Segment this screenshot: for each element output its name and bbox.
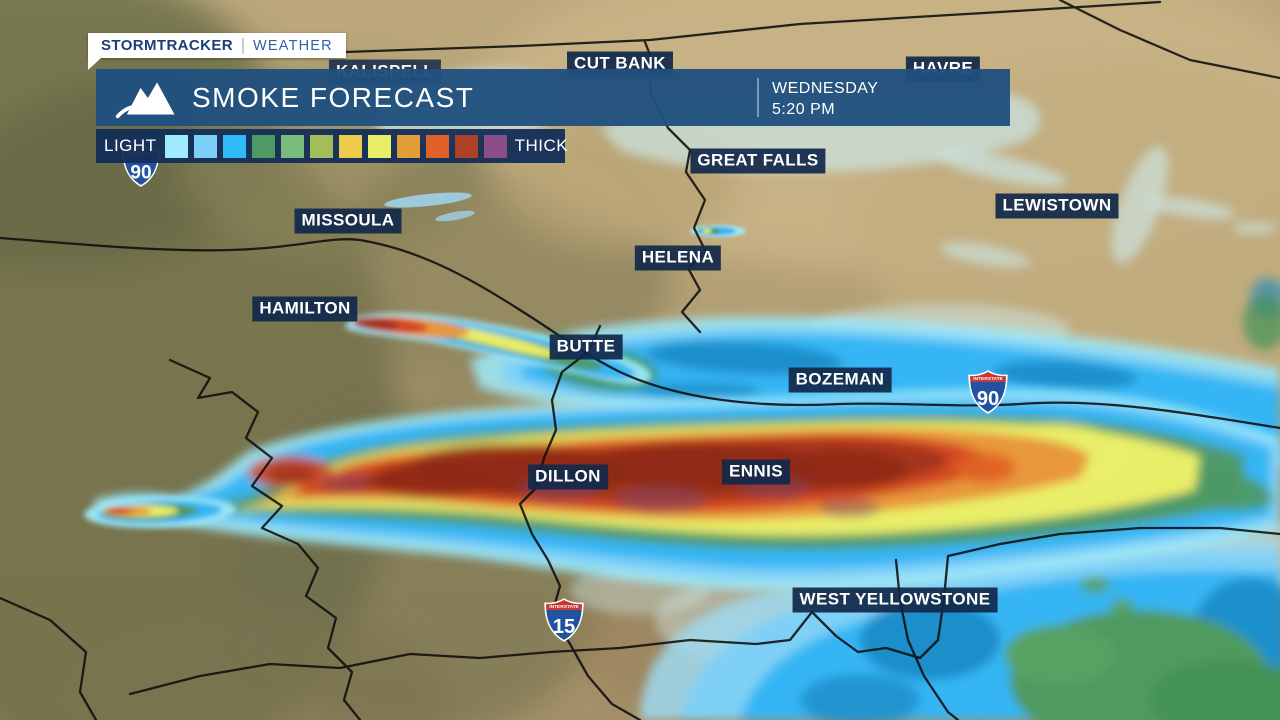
legend-swatch	[251, 134, 275, 158]
shield-number: 90	[130, 163, 151, 184]
legend-swatches	[164, 134, 507, 158]
city-label-bozeman: BOZEMAN	[788, 367, 892, 393]
smoke-hamilton-plume	[345, 312, 652, 385]
legend-light-label: LIGHT	[104, 136, 157, 155]
shield-label: INTERSTATE	[973, 376, 1003, 382]
lakes	[384, 192, 475, 222]
mountain-logo-icon	[114, 76, 180, 120]
highway-shield-i90-bozeman: INTERSTATE 90	[967, 368, 1009, 416]
page-title: SMOKE FORECAST	[192, 81, 475, 113]
legend-swatch	[338, 134, 362, 158]
smoke-yellowstone-region	[640, 278, 1280, 720]
smoke-legend: LIGHT THICK	[96, 129, 568, 163]
shield-label: INTERSTATE	[549, 604, 579, 610]
smoke-west-streak	[84, 495, 236, 529]
legend-swatch	[309, 134, 333, 158]
legend-swatch	[193, 134, 217, 158]
city-label-hamilton: HAMILTON	[252, 296, 358, 322]
forecast-time: 5:20 PM	[772, 101, 836, 118]
legend-swatch	[425, 134, 449, 158]
brand-divider	[242, 37, 245, 54]
city-label-lewistown: LEWISTOWN	[995, 193, 1119, 219]
highway-shield-i15: INTERSTATE 15	[543, 596, 585, 644]
brand-primary-label: STORMTRACKER	[101, 37, 234, 54]
smoke-main-plume	[95, 388, 1280, 591]
legend-swatch	[222, 134, 246, 158]
legend-thick-label: THICK	[514, 136, 569, 155]
shield-number: 15	[553, 616, 575, 638]
shield-number: 90	[977, 388, 999, 410]
header-divider	[757, 78, 759, 117]
legend-swatch	[164, 134, 188, 158]
legend-swatch	[280, 134, 304, 158]
station-branding: STORMTRACKER WEATHER	[88, 33, 346, 70]
header-bar: SMOKE FORECAST WEDNESDAY 5:20 PM	[96, 69, 1010, 126]
city-label-great-falls: GREAT FALLS	[690, 148, 826, 174]
city-label-ennis: ENNIS	[722, 459, 790, 485]
smoke-helena-streak	[690, 225, 746, 237]
city-label-dillon: DILLON	[528, 464, 608, 490]
legend-swatch	[454, 134, 478, 158]
brand-secondary-label: WEATHER	[253, 37, 333, 54]
legend-swatch	[367, 134, 391, 158]
city-label-missoula: MISSOULA	[294, 208, 402, 234]
legend-swatch	[396, 134, 420, 158]
legend-swatch	[483, 134, 507, 158]
city-label-west-yellowstone: WEST YELLOWSTONE	[792, 587, 998, 613]
forecast-day: WEDNESDAY	[772, 80, 879, 97]
city-label-butte: BUTTE	[549, 334, 623, 360]
valid-time: WEDNESDAY 5:20 PM	[772, 78, 878, 120]
city-label-helena: HELENA	[634, 245, 722, 271]
